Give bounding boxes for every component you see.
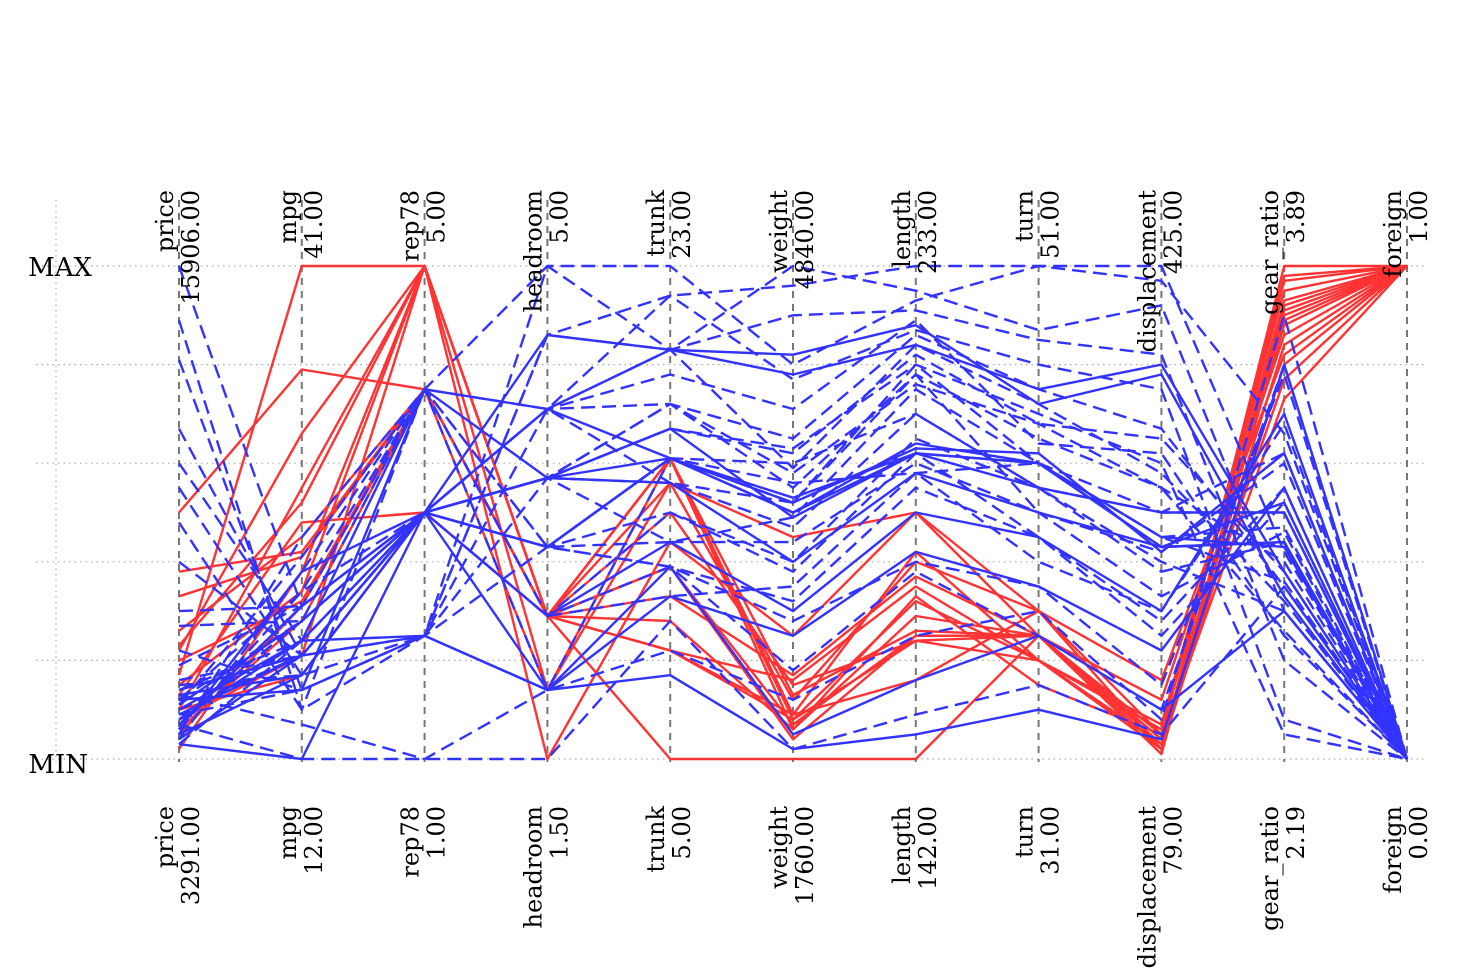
axis-top-name-length: length xyxy=(888,190,916,268)
series-line-domestic-47 xyxy=(178,447,1409,760)
y-min-label: MIN xyxy=(28,750,88,780)
axis-top-name-trunk: trunk xyxy=(642,190,670,257)
series-line-domestic-52 xyxy=(178,442,1409,760)
axis-min-value-mpg: 12.00 xyxy=(300,806,328,875)
axis-bottom-name-displacement: displacement xyxy=(1133,806,1161,969)
series-line-domestic-22 xyxy=(177,343,1408,760)
series-line-domestic-17 xyxy=(177,264,1409,760)
axis-max-value-trunk: 23.00 xyxy=(668,190,696,259)
axis-bottom-name-length: length xyxy=(888,806,916,884)
axis-min-value-weight: 1760.00 xyxy=(791,806,819,905)
axis-min-value-turn: 31.00 xyxy=(1037,806,1065,875)
series-line-domestic-53 xyxy=(178,565,1408,760)
axis-max-value-mpg: 41.00 xyxy=(300,190,328,259)
axis-top-name-foreign: foreign xyxy=(1379,190,1407,278)
axis-min-value-rep78: 1.00 xyxy=(423,806,451,859)
axis-max-value-displacement: 425.00 xyxy=(1159,190,1187,274)
axis-labels: price15906.00price3291.00mpg41.00mpg12.0… xyxy=(151,190,1433,969)
axis-bottom-name-trunk: trunk xyxy=(642,806,670,873)
series-lines xyxy=(177,264,1409,761)
axis-top-name-turn: turn xyxy=(1011,190,1039,242)
axis-min-value-foreign: 0.00 xyxy=(1405,806,1433,859)
axis-max-value-foreign: 1.00 xyxy=(1405,190,1433,243)
axis-max-value-headroom: 5.00 xyxy=(545,190,573,243)
axis-top-name-weight: weight xyxy=(765,190,793,273)
axis-min-value-displacement: 79.00 xyxy=(1159,806,1187,875)
axis-min-value-length: 142.00 xyxy=(914,806,942,890)
axis-bottom-name-rep78: rep78 xyxy=(397,806,425,878)
axis-max-value-price: 15906.00 xyxy=(177,190,205,305)
axis-min-value-trunk: 5.00 xyxy=(668,806,696,859)
series-line-domestic-24 xyxy=(178,388,1409,760)
axis-top-name-rep78: rep78 xyxy=(397,190,425,262)
series-line-domestic-44 xyxy=(178,388,1409,760)
series-line-domestic-38 xyxy=(178,264,1408,760)
axis-bottom-name-gear_ratio: gear_ratio xyxy=(1256,806,1284,931)
series-line-domestic-27 xyxy=(178,388,1409,760)
axis-top-name-gear_ratio: gear_ratio xyxy=(1256,190,1284,315)
axis-bottom-name-headroom: headroom xyxy=(519,806,547,929)
series-line-domestic-43 xyxy=(178,324,1408,761)
y-max-label: MAX xyxy=(28,253,92,283)
series-line-domestic-50 xyxy=(178,388,1409,760)
axis-bottom-name-foreign: foreign xyxy=(1379,806,1407,894)
axis-bottom-name-price: price xyxy=(151,806,179,868)
axis-min-value-headroom: 1.50 xyxy=(545,806,573,859)
series-line-domestic-54 xyxy=(178,427,1409,760)
axis-max-value-weight: 4840.00 xyxy=(791,190,819,289)
axis-top-name-price: price xyxy=(151,190,179,252)
axis-bottom-name-mpg: mpg xyxy=(274,806,302,859)
axis-min-value-gear_ratio: 2.19 xyxy=(1282,806,1310,859)
axis-max-value-rep78: 5.00 xyxy=(423,190,451,243)
series-line-domestic-26 xyxy=(178,412,1409,760)
axis-max-value-length: 233.00 xyxy=(914,190,942,274)
series-line-domestic-16 xyxy=(177,264,1409,760)
axis-max-value-turn: 51.00 xyxy=(1037,190,1065,259)
series-line-domestic-36 xyxy=(178,294,1408,761)
series-line-domestic-35 xyxy=(178,407,1408,760)
series-line-domestic-42 xyxy=(178,457,1408,761)
axis-max-value-gear_ratio: 3.89 xyxy=(1282,190,1310,243)
series-line-foreign-15 xyxy=(178,264,1408,741)
axis-bottom-name-weight: weight xyxy=(765,806,793,889)
series-line-domestic-49 xyxy=(178,343,1409,760)
axis-min-value-price: 3291.00 xyxy=(177,806,205,905)
axis-bottom-name-turn: turn xyxy=(1011,806,1039,858)
series-line-domestic-34 xyxy=(178,314,1409,760)
series-line-domestic-48 xyxy=(178,363,1409,760)
axis-top-name-headroom: headroom xyxy=(519,190,547,313)
axis-top-name-displacement: displacement xyxy=(1133,190,1161,353)
axis-top-name-mpg: mpg xyxy=(274,190,302,243)
